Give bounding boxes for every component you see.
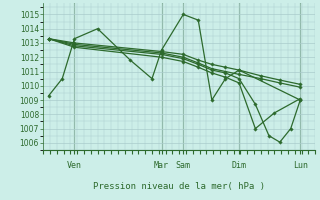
Text: Ven: Ven	[67, 161, 82, 170]
Text: Mar: Mar	[154, 161, 169, 170]
Text: Sam: Sam	[176, 161, 191, 170]
Text: Pression niveau de la mer( hPa ): Pression niveau de la mer( hPa )	[93, 182, 265, 191]
Text: Dim: Dim	[232, 161, 246, 170]
Text: Lun: Lun	[293, 161, 308, 170]
